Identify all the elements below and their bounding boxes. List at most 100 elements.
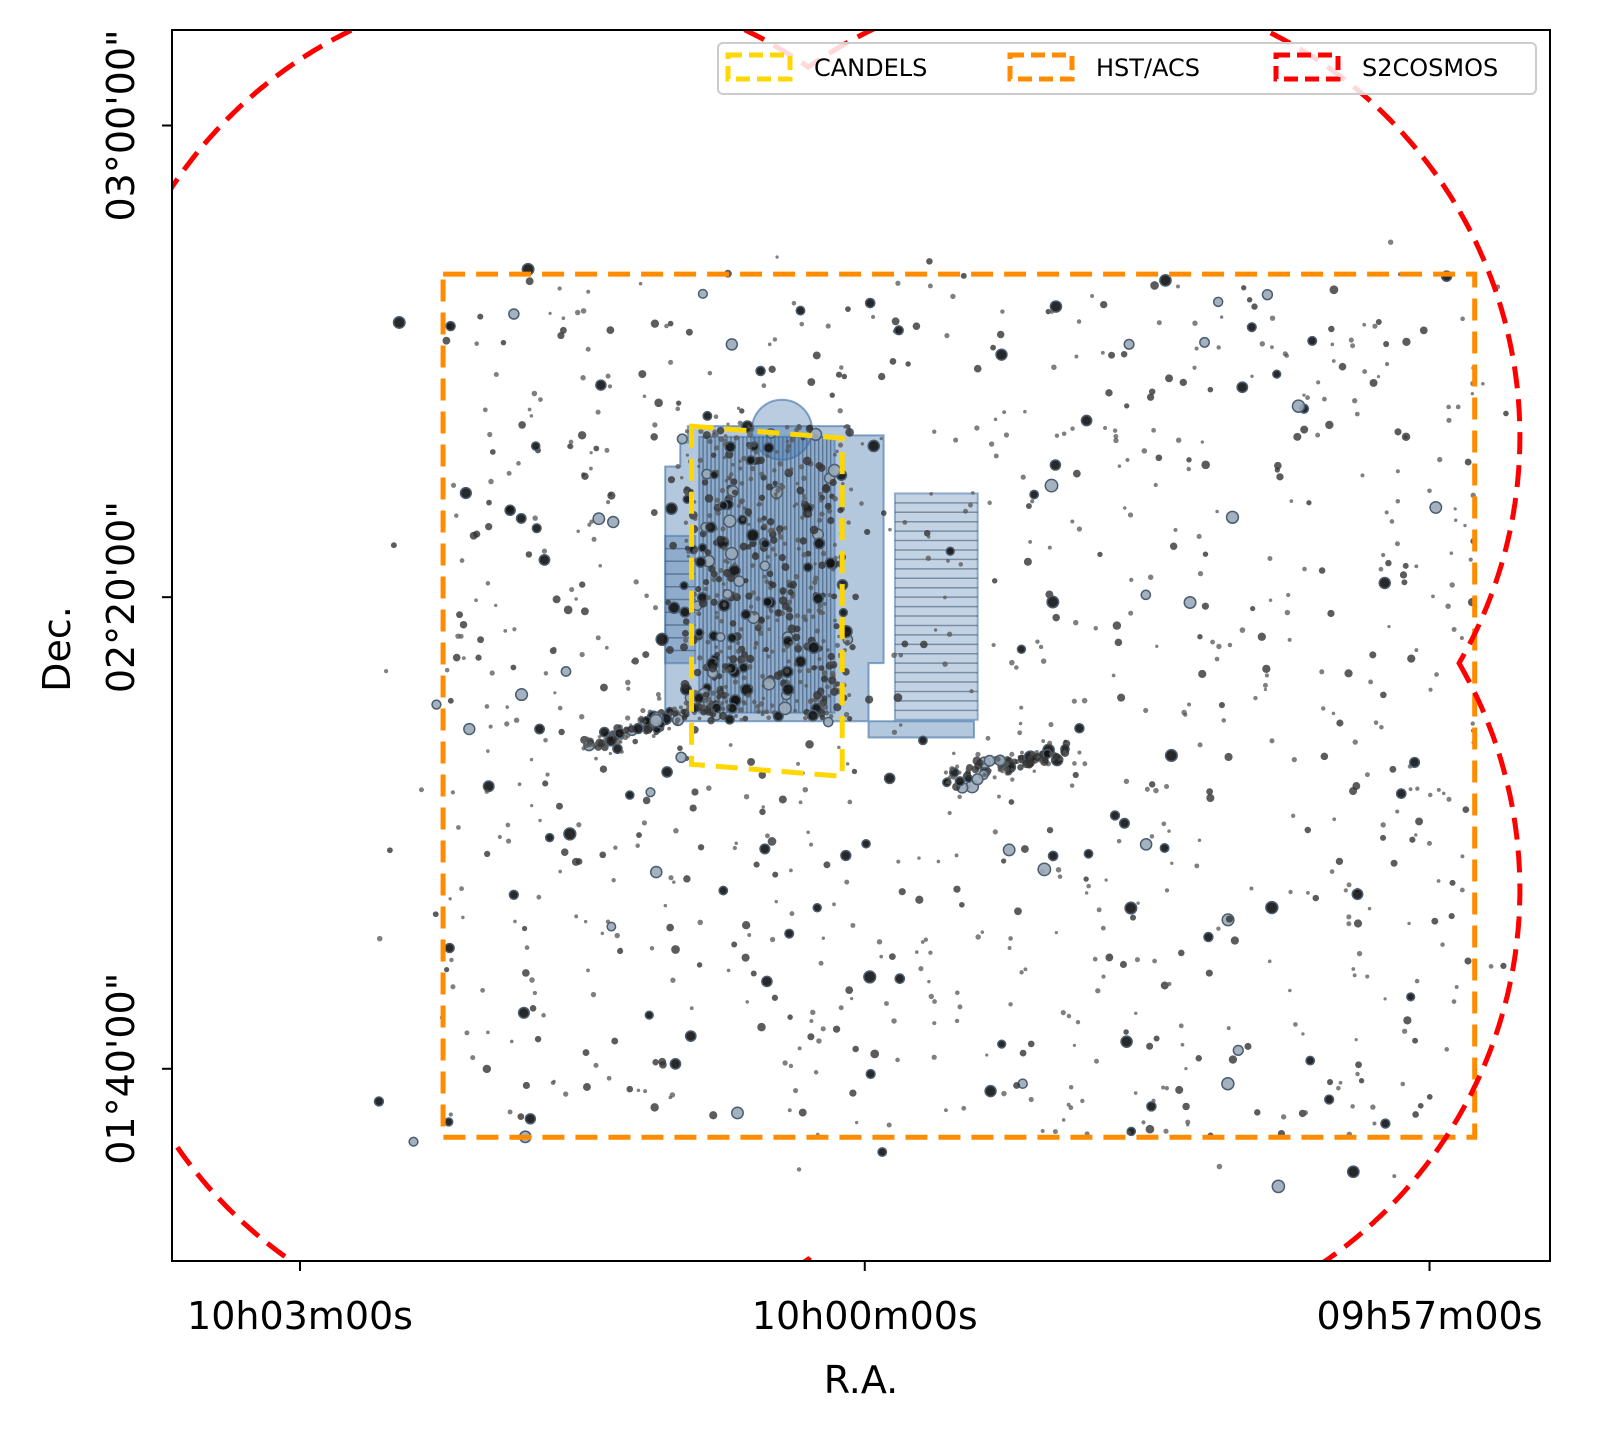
source-point bbox=[817, 708, 826, 718]
source-point bbox=[1360, 473, 1365, 478]
source-point bbox=[1018, 721, 1023, 726]
source-point bbox=[538, 553, 551, 566]
source-point bbox=[1153, 482, 1158, 488]
source-point bbox=[668, 875, 674, 881]
source-point bbox=[482, 780, 495, 793]
source-point bbox=[1449, 879, 1456, 886]
source-point bbox=[825, 684, 830, 690]
source-point bbox=[1446, 417, 1452, 423]
source-point bbox=[1019, 1049, 1027, 1057]
source-point bbox=[632, 738, 639, 745]
source-point bbox=[1383, 341, 1390, 348]
source-point bbox=[668, 1095, 673, 1100]
source-point bbox=[442, 336, 451, 345]
source-point bbox=[1205, 969, 1213, 977]
source-point bbox=[681, 629, 689, 637]
source-point bbox=[1123, 1029, 1129, 1035]
source-point bbox=[1074, 723, 1085, 734]
source-point bbox=[927, 979, 931, 984]
source-point bbox=[1164, 888, 1170, 893]
source-point bbox=[580, 375, 586, 381]
source-point bbox=[765, 615, 771, 620]
source-point bbox=[813, 575, 819, 581]
source-point bbox=[1192, 365, 1197, 370]
source-point bbox=[708, 664, 717, 673]
source-point bbox=[1052, 752, 1060, 761]
source-point bbox=[760, 709, 766, 715]
source-point bbox=[725, 441, 729, 445]
source-point bbox=[1269, 738, 1275, 744]
source-point bbox=[773, 553, 778, 557]
source-point bbox=[1156, 320, 1162, 326]
source-point bbox=[599, 851, 607, 859]
source-point bbox=[1102, 425, 1108, 431]
source-point bbox=[1140, 589, 1152, 601]
source-point bbox=[809, 842, 814, 847]
source-point bbox=[1134, 1011, 1138, 1015]
source-point bbox=[731, 941, 738, 948]
source-point bbox=[642, 651, 650, 659]
source-point bbox=[988, 441, 995, 447]
source-point bbox=[995, 756, 1001, 762]
source-point bbox=[824, 557, 837, 570]
source-point bbox=[749, 465, 756, 472]
source-point bbox=[665, 502, 678, 515]
source-point bbox=[961, 1105, 967, 1111]
source-point bbox=[1187, 702, 1192, 707]
source-point bbox=[733, 435, 740, 441]
source-point bbox=[597, 735, 602, 739]
source-point bbox=[832, 1025, 841, 1033]
source-point bbox=[1329, 285, 1339, 295]
source-point bbox=[760, 538, 771, 549]
legend-label: HST/ACS bbox=[1096, 54, 1200, 82]
source-point bbox=[456, 825, 461, 830]
source-point bbox=[574, 597, 578, 601]
source-point bbox=[1390, 859, 1398, 867]
source-point bbox=[724, 699, 729, 704]
source-point bbox=[1119, 960, 1128, 969]
source-point bbox=[1000, 309, 1005, 314]
source-point bbox=[745, 1000, 750, 1004]
source-point bbox=[718, 711, 728, 720]
source-point bbox=[1033, 753, 1042, 762]
source-point bbox=[914, 950, 919, 954]
source-point bbox=[820, 550, 827, 557]
source-point bbox=[1040, 1129, 1045, 1134]
source-point bbox=[1210, 639, 1215, 645]
source-point bbox=[794, 613, 801, 619]
source-point bbox=[757, 630, 764, 636]
source-point bbox=[742, 715, 749, 722]
source-point bbox=[812, 579, 818, 586]
source-point bbox=[644, 593, 649, 599]
source-point bbox=[775, 450, 779, 454]
source-point bbox=[714, 504, 719, 509]
source-point bbox=[843, 711, 850, 718]
source-point bbox=[532, 515, 538, 521]
source-point bbox=[1051, 364, 1057, 371]
source-point bbox=[696, 962, 703, 968]
source-point bbox=[1124, 901, 1138, 915]
source-point bbox=[1464, 957, 1472, 965]
source-point bbox=[1118, 817, 1130, 829]
source-point bbox=[834, 642, 841, 648]
source-point bbox=[1113, 434, 1119, 439]
source-point bbox=[1453, 507, 1457, 511]
source-point bbox=[803, 617, 808, 623]
source-point bbox=[753, 449, 759, 455]
source-point bbox=[513, 717, 520, 723]
source-point bbox=[870, 314, 876, 320]
source-point bbox=[1176, 284, 1180, 289]
source-point bbox=[590, 991, 597, 998]
source-point bbox=[933, 628, 938, 632]
source-point bbox=[1300, 425, 1309, 434]
source-point bbox=[544, 832, 555, 843]
source-point bbox=[1192, 320, 1198, 326]
source-point bbox=[548, 311, 552, 315]
source-point bbox=[444, 1117, 454, 1127]
source-point bbox=[777, 528, 782, 533]
source-point bbox=[974, 425, 980, 431]
source-point bbox=[775, 255, 779, 259]
source-point bbox=[675, 464, 681, 470]
source-point bbox=[485, 523, 493, 531]
source-point bbox=[459, 886, 464, 892]
